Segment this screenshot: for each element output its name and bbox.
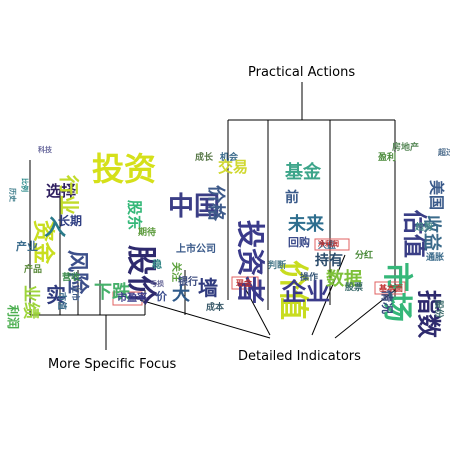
cloud-word: 稳: [152, 258, 162, 271]
highlight-box-2: [231, 276, 259, 290]
cloud-word: 净利润: [318, 239, 339, 248]
cloud-word: 产业: [16, 239, 38, 253]
cloud-word: 投资: [92, 150, 156, 188]
highlight-box-1: [112, 291, 143, 306]
cloud-word: 未来: [288, 214, 325, 235]
cloud-word: 情况: [380, 290, 395, 314]
cloud-word: 超过: [437, 147, 450, 157]
cloud-word: 持有: [315, 252, 343, 269]
cloud-word: 收益: [421, 215, 443, 251]
cloud-word: 指数: [414, 290, 442, 339]
cloud-word: 价格: [205, 185, 227, 222]
cloud-word: 墙: [198, 276, 218, 300]
cloud-word: 期待: [138, 226, 156, 238]
cloud-word: 长期: [58, 213, 82, 228]
cloud-word: 资金: [30, 220, 56, 265]
indicator-line-4: [334, 289, 396, 339]
cloud-word: 通胀: [426, 251, 444, 263]
cloud-word: 中国: [168, 192, 220, 222]
cloud-word: 选择: [46, 182, 77, 200]
cloud-word: 亏损: [150, 279, 164, 288]
cloud-word: 股份: [433, 300, 445, 319]
cloud-word: 大: [172, 283, 190, 305]
cloud-word: 股价: [123, 245, 158, 305]
cloud-word: 价: [156, 290, 168, 303]
cloud-word: 交易: [218, 158, 248, 176]
cloud-word: 美国: [428, 180, 446, 210]
cloud-word: 比例: [21, 178, 30, 192]
cloud-word: 历史: [9, 188, 18, 203]
highlight-boxes: [112, 238, 406, 306]
cloud-word: 业绩: [21, 285, 42, 319]
indicator-line-2: [244, 287, 271, 336]
cloud-word: 分红: [355, 249, 373, 261]
cloud-word: 成本: [206, 301, 225, 313]
cloud-word: 市场: [379, 262, 414, 322]
highlight-box-3: [314, 238, 350, 251]
cloud-word: 房地产: [392, 141, 419, 153]
connector-lines: [29, 82, 396, 350]
cloud-word: 营收: [62, 271, 80, 283]
cloud-word: 市盈率: [117, 291, 147, 304]
cloud-word: 前: [285, 189, 299, 206]
cloud-word: 风险: [64, 250, 90, 295]
cloud-word: 行业: [57, 174, 81, 215]
cloud-word: 基本面: [378, 283, 403, 293]
cloud-word: 基金: [284, 161, 322, 183]
cloud-word: 银行: [178, 275, 198, 288]
cloud-word: 大盘: [318, 239, 336, 251]
cloud-word: 上市公司: [176, 242, 216, 255]
cloud-word: 利润: [6, 305, 21, 329]
cloud-word: 科技: [38, 145, 53, 154]
cloud-word: 产品: [24, 263, 42, 275]
cloud-word: 机会: [220, 151, 239, 163]
highlight-box-4: [374, 281, 406, 295]
cloud-word: 操作: [300, 271, 318, 283]
cloud-word: 判断: [268, 259, 286, 271]
indicator-line-1: [139, 299, 271, 339]
cloud-word: 现金: [236, 278, 253, 288]
cloud-word: 数据: [326, 268, 362, 290]
cloud-word: 下跌: [94, 281, 131, 303]
cloud-word: 价值: [275, 260, 310, 320]
cloud-word: 市值: [56, 292, 68, 310]
cloud-word: 估值: [400, 209, 428, 258]
detailed-indicators-label: Detailed Indicators: [238, 349, 361, 364]
indicator-line-3: [311, 254, 346, 336]
cloud-word: 股票: [345, 281, 363, 293]
cloud-word: 趋势: [415, 221, 433, 233]
cloud-word: 回购: [288, 235, 310, 249]
cloud-word: 实: [46, 283, 66, 307]
cloud-word: 关注: [170, 262, 183, 282]
cloud-word: 入: [44, 216, 66, 241]
cloud-word: 投资者: [234, 220, 267, 304]
more-specific-focus-label: More Specific Focus: [48, 357, 176, 372]
cloud-word: 企业: [282, 278, 330, 306]
practical-actions-label: Practical Actions: [248, 65, 355, 80]
cloud-word: 股东: [126, 200, 144, 230]
cloud-word: 上市: [71, 285, 81, 301]
cloud-word: 盈利: [377, 151, 396, 163]
cloud-word: 成长: [195, 151, 214, 163]
